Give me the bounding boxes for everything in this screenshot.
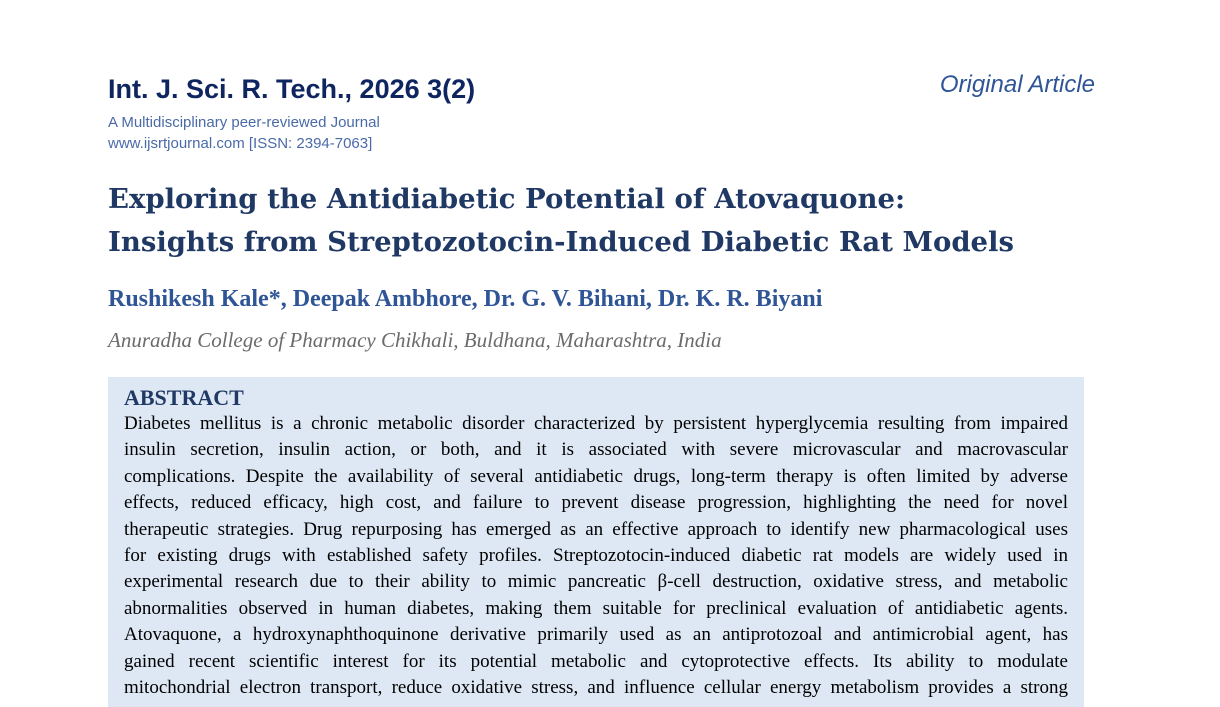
- authors: Rushikesh Kale*, Deepak Ambhore, Dr. G. …: [108, 286, 823, 312]
- abstract-line: Atovaquone, a hydroxynaphthoquinone deri…: [124, 624, 1068, 646]
- abstract-line: gained recent scientific interest for it…: [124, 650, 1068, 672]
- paper-title: Exploring the Antidiabetic Potential of …: [108, 178, 1108, 264]
- abstract-line: therapeutic strategies. Drug repurposing…: [124, 518, 1068, 540]
- abstract-line: for existing drugs with established safe…: [124, 544, 1068, 566]
- abstract-text: Diabetes mellitus is a chronic metabolic…: [124, 411, 1068, 701]
- abstract-line: abnormalities observed in human diabetes…: [124, 597, 1068, 619]
- abstract-line: mitochondrial electron transport, reduce…: [124, 676, 1068, 698]
- abstract-line: complications. Despite the availability …: [124, 465, 1068, 487]
- abstract-line: effects, reduced efficacy, high cost, an…: [124, 492, 1068, 514]
- journal-website[interactable]: www.ijsrtjournal.com [ISSN: 2394-7063]: [108, 135, 373, 152]
- abstract-heading: ABSTRACT: [124, 385, 244, 410]
- title-line: Exploring the Antidiabetic Potential of …: [108, 183, 906, 215]
- journal-subtitle: A Multidisciplinary peer-reviewed Journa…: [108, 114, 380, 131]
- abstract-line: insulin secretion, insulin action, or bo…: [124, 439, 1068, 461]
- title-line: Insights from Streptozotocin-Induced Dia…: [108, 226, 1014, 258]
- abstract-line: experimental research due to their abili…: [124, 571, 1068, 593]
- abstract-box: ABSTRACT Diabetes mellitus is a chronic …: [108, 377, 1084, 707]
- article-type: Original Article: [939, 71, 1095, 98]
- abstract-line: Diabetes mellitus is a chronic metabolic…: [124, 413, 1068, 434]
- journal-title: Int. J. Sci. R. Tech., 2026 3(2): [108, 74, 476, 104]
- affiliation: Anuradha College of Pharmacy Chikhali, B…: [108, 328, 722, 352]
